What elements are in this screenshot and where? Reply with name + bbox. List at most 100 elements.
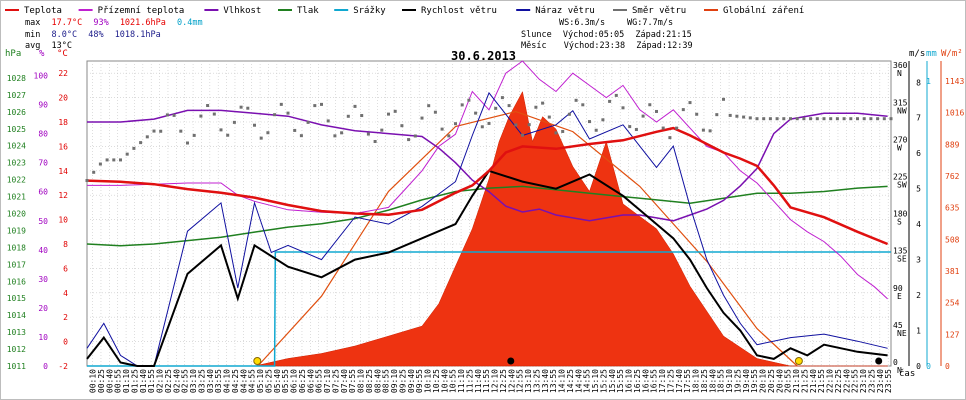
stats-max-label: max xyxy=(25,18,41,28)
wind-dir-point xyxy=(789,117,792,121)
unit-mm: mm xyxy=(926,49,937,59)
degc-tick: 0 xyxy=(63,338,68,347)
hpa-tick: 1023 xyxy=(7,159,26,168)
wind-dir-point xyxy=(192,133,196,137)
x-tick-label: 01:55 xyxy=(147,369,156,393)
wind-dir-point xyxy=(333,134,337,138)
wind-dir-point xyxy=(454,122,457,126)
x-tick-label: 10:10 xyxy=(424,369,433,393)
series-rain xyxy=(87,251,891,367)
stats-min-label: min xyxy=(25,30,41,40)
wind-dir-point xyxy=(728,113,732,117)
wind-dir-label: N xyxy=(897,366,902,375)
wind-dir-point xyxy=(366,132,370,136)
hpa-tick: 1017 xyxy=(7,260,26,269)
hpa-tick: 1020 xyxy=(7,210,26,219)
x-tick-label: 11:40 xyxy=(474,369,483,393)
hpa-tick: 1028 xyxy=(7,74,26,83)
x-tick-label: 04:25 xyxy=(231,369,240,393)
hpa-tick: 1014 xyxy=(7,311,26,320)
stats-max: max 17.7°C 93% 1021.6hPa 0.4mm xyxy=(25,18,209,28)
x-tick-label: 13:55 xyxy=(549,369,558,393)
x-tick-label: 12:55 xyxy=(516,369,525,393)
ms-tick: 5 xyxy=(916,185,921,194)
wind-dir-point xyxy=(253,123,256,127)
x-tick-label: 09:25 xyxy=(398,369,407,393)
stats-min-temp: 8.0°C xyxy=(51,30,78,40)
wind-dir-point xyxy=(480,125,484,129)
x-tick-label: 00:10 xyxy=(89,369,98,393)
x-tick-label: 05:55 xyxy=(281,369,290,393)
x-tick-label: 01:25 xyxy=(130,369,139,393)
x-tick-label: 14:25 xyxy=(566,369,575,393)
legend-item: Rychlost větru xyxy=(421,6,497,16)
sun-label: Slunce xyxy=(521,30,552,40)
x-tick-label: 20:40 xyxy=(775,369,784,393)
x-tick-label: 04:55 xyxy=(248,369,257,393)
wind-dir-point xyxy=(701,128,705,132)
degc-tick: 22 xyxy=(58,69,68,78)
x-tick-label: 05:10 xyxy=(256,369,265,393)
x-tick-label: 12:10 xyxy=(491,369,500,393)
x-tick-label: 16:10 xyxy=(625,369,634,393)
wind-dir-point xyxy=(648,103,652,107)
wind-dir-point xyxy=(360,114,364,118)
x-tick-label: 17:10 xyxy=(658,369,667,393)
pct-tick: 50 xyxy=(38,217,48,226)
legend-item: Globální záření xyxy=(723,6,804,16)
stats-max-hum: 93% xyxy=(93,18,109,28)
x-tick-label: 12:25 xyxy=(499,369,508,393)
x-tick-label: 11:55 xyxy=(482,369,491,393)
x-tick-label: 00:55 xyxy=(114,369,123,393)
moonset-marker xyxy=(507,357,515,365)
x-tick-label: 21:10 xyxy=(792,369,801,393)
wm2-tick: 635 xyxy=(945,204,960,213)
x-tick-label: 03:25 xyxy=(197,369,206,393)
wind-dir-point xyxy=(842,117,846,121)
x-tick-label: 04:40 xyxy=(239,369,248,393)
x-tick-label: 08:40 xyxy=(373,369,382,393)
wind-dir-point xyxy=(862,117,866,121)
x-tick-label: 03:40 xyxy=(206,369,215,393)
wind-dir-point xyxy=(722,97,725,101)
unit-wm2: W/m² xyxy=(941,49,963,59)
x-tick-label: 18:40 xyxy=(708,369,717,393)
wind-dir-point xyxy=(655,109,658,113)
wind-dir-point xyxy=(527,123,531,127)
pct-tick: 30 xyxy=(38,275,48,284)
legend-item: Teplota xyxy=(24,6,62,16)
hpa-tick: 1021 xyxy=(7,193,26,202)
x-tick-label: 23:25 xyxy=(867,369,876,393)
x-tick-label: 22:25 xyxy=(834,369,843,393)
wind-dir-point xyxy=(681,108,685,112)
x-tick-label: 20:25 xyxy=(767,369,776,393)
series-theoretical-radiation xyxy=(257,110,798,367)
degc-tick: 18 xyxy=(58,118,68,127)
wind-dir-point xyxy=(601,118,605,122)
wind-dir-tick: 45 xyxy=(893,321,903,330)
wind-dir-point xyxy=(199,114,203,118)
wind-dir-point xyxy=(467,98,471,102)
wind-dir-tick: 225 xyxy=(893,173,908,182)
wind-dir-point xyxy=(628,125,632,129)
stats-max-temp: 17.7°C xyxy=(51,18,83,28)
wind-dir-point xyxy=(373,139,377,143)
x-tick-label: 22:10 xyxy=(826,369,835,393)
ms-tick: 1 xyxy=(916,327,921,336)
x-tick-label: 08:10 xyxy=(357,369,366,393)
wind-dir-point xyxy=(869,117,873,121)
moonset-time: Západ:12:39 xyxy=(636,41,693,51)
wind-dir-point xyxy=(226,133,230,137)
degc-tick: 20 xyxy=(58,94,68,103)
hpa-tick: 1013 xyxy=(7,328,26,337)
wind-dir-point xyxy=(206,104,210,108)
stats-min-hum: 48% xyxy=(88,30,104,40)
series-temperature xyxy=(86,126,889,246)
x-tick-label: 23:55 xyxy=(884,369,893,393)
wind-dir-label: SW xyxy=(897,181,907,190)
time-axis-label: čas xyxy=(899,369,916,379)
mm-tick: 0 xyxy=(926,362,931,371)
wind-dir-point xyxy=(346,114,350,118)
x-tick-label: 13:10 xyxy=(524,369,533,393)
wind-dir-point xyxy=(494,106,498,110)
